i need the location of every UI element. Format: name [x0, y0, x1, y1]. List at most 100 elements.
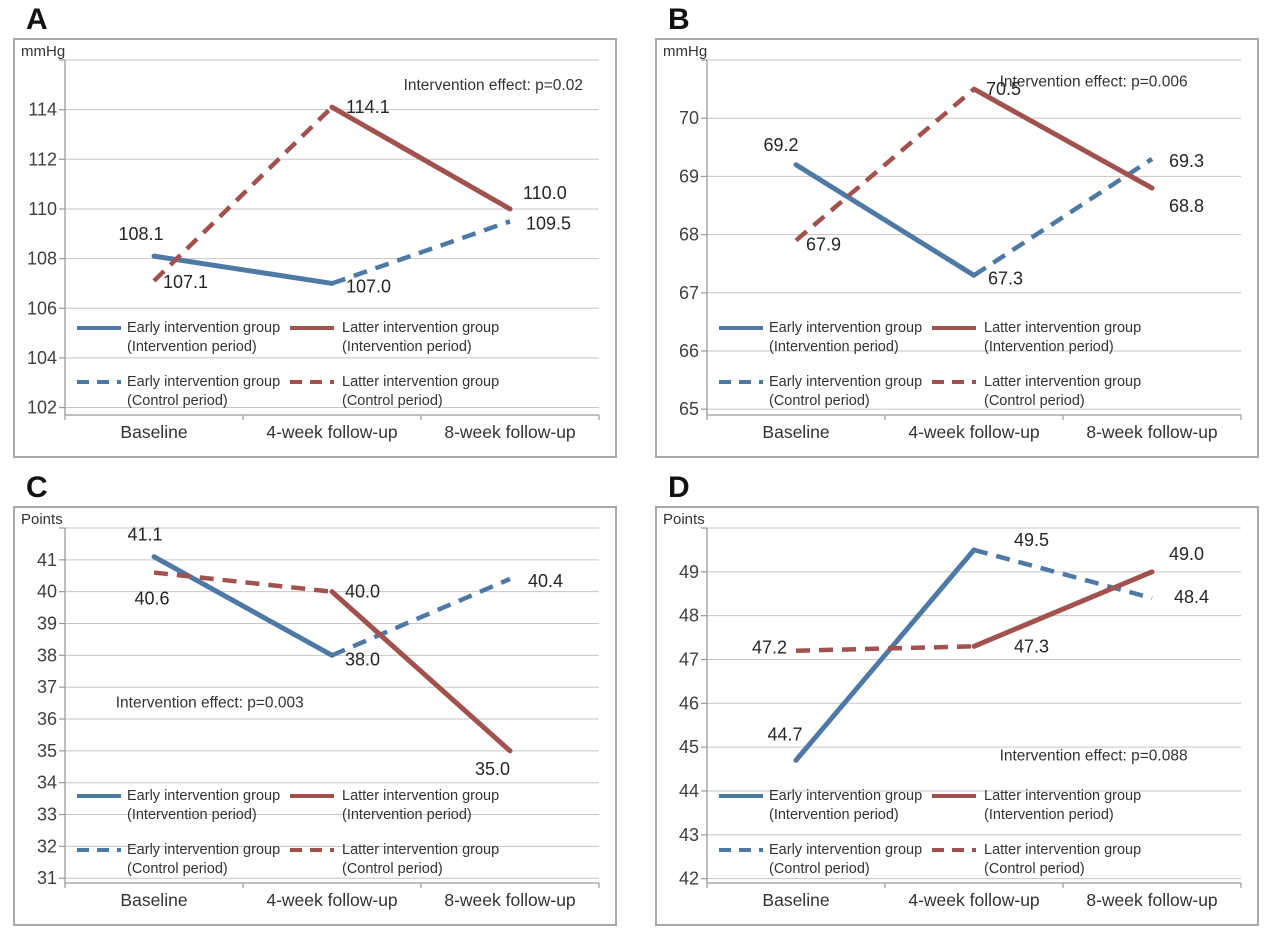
chart-panel-b: 65 66 67 68 69 70 mmHg Baseline 4-week follow-up… [655, 38, 1259, 458]
legend-label-line1: Latter intervention group [342, 788, 499, 804]
series-line [971, 569, 1155, 649]
legend-label-line2: (Control period) [127, 861, 228, 877]
y-tick-label: 38 [37, 645, 57, 665]
data-point-label: 67.3 [988, 268, 1023, 288]
y-tick-label: 65 [679, 399, 699, 419]
data-point-label: 48.4 [1174, 587, 1209, 607]
data-point-label: 107.0 [346, 276, 391, 296]
y-tick-label: 70 [679, 108, 699, 128]
series-line [331, 219, 511, 286]
legend-label-line2: (Control period) [127, 393, 228, 409]
series-line [793, 162, 977, 278]
legend-label-line2: (Control period) [984, 861, 1085, 877]
x-category-label: 4-week follow-up [908, 890, 1039, 910]
series-line [329, 104, 513, 212]
y-tick-label: 66 [679, 341, 699, 361]
data-point-label: 70.5 [986, 79, 1021, 99]
x-category-label: 4-week follow-up [266, 890, 397, 910]
x-category-label: 8-week follow-up [1086, 890, 1217, 910]
data-point-label: 47.2 [752, 638, 787, 658]
y-tick-label: 110 [28, 199, 57, 219]
panel-letter-a: A [26, 3, 48, 36]
legend-label-line2: (Intervention period) [342, 339, 472, 355]
y-tick-label: 41 [37, 550, 57, 570]
chart-d-svg: 42 43 44 45 46 47 48 49 Points Baseline 4-week fol… [663, 511, 1242, 910]
legend-label-line2: (Intervention period) [769, 807, 899, 823]
legend-label-line2: (Intervention period) [984, 339, 1114, 355]
series-line [794, 87, 976, 243]
legend-label-line1: Early intervention group [769, 788, 922, 804]
y-tick-label: 43 [679, 825, 699, 845]
y-tick-label: 48 [679, 606, 699, 626]
chart-c-svg: 31 32 33 34 35 36 37 38 39 40 41 Points Baseline 4-we… [21, 511, 600, 910]
legend-label-line1: Early intervention group [769, 374, 922, 390]
data-point-label: 35.0 [475, 759, 510, 779]
legend-label-line1: Latter intervention group [342, 842, 499, 858]
legend-label-line1: Early intervention group [769, 842, 922, 858]
x-category-label: Baseline [762, 422, 829, 442]
y-tick-label: 33 [37, 805, 57, 825]
intervention-effect-annotation: Intervention effect: p=0.088 [1000, 748, 1188, 765]
y-tick-label: 114 [28, 100, 57, 120]
series-line [971, 86, 1155, 191]
legend-label-line2: (Intervention period) [127, 807, 257, 823]
panel-letter-b: B [668, 3, 690, 36]
data-point-label: 69.2 [763, 135, 798, 155]
chart-panel-a: 102 104 106 108 110 112 114 mmHg Baseline 4-week … [13, 38, 617, 458]
legend-label-line2: (Control period) [984, 393, 1085, 409]
data-point-label: 67.9 [806, 234, 841, 254]
y-tick-label: 106 [27, 298, 57, 318]
legend-label-line2: (Control period) [769, 861, 870, 877]
data-point-label: 107.1 [163, 272, 208, 292]
series-line [151, 253, 335, 286]
series-line [793, 547, 977, 763]
data-point-label: 109.5 [526, 213, 571, 233]
panel-letter-d: D [668, 471, 690, 504]
series-line [795, 644, 975, 653]
intervention-effect-annotation: Intervention effect: p=0.003 [116, 694, 304, 711]
data-point-label: 40.4 [528, 571, 563, 591]
legend-label-line2: (Intervention period) [769, 339, 899, 355]
legend-label-line2: (Intervention period) [127, 339, 257, 355]
y-axis-unit-label: mmHg [21, 43, 65, 60]
panel-letter-c: C [26, 471, 48, 504]
intervention-effect-annotation: Intervention effect: p=0.006 [1000, 74, 1188, 91]
y-tick-label: 44 [679, 781, 699, 801]
x-category-label: 8-week follow-up [1086, 422, 1217, 442]
y-tick-label: 102 [27, 398, 57, 418]
chart-a-svg: 102 104 106 108 110 112 114 mmHg Baseline 4-week … [21, 43, 600, 442]
data-point-label: 40.0 [345, 582, 380, 602]
data-point-label: 40.6 [134, 589, 169, 609]
x-category-label: Baseline [120, 422, 187, 442]
y-tick-label: 68 [679, 225, 699, 245]
y-axis-unit-label: mmHg [663, 43, 707, 60]
legend-label-line1: Latter intervention group [342, 320, 499, 336]
data-point-label: 68.8 [1169, 196, 1204, 216]
data-point-label: 108.1 [118, 224, 163, 244]
y-tick-label: 47 [679, 649, 699, 669]
y-tick-label: 31 [37, 868, 57, 888]
intervention-effect-annotation: Intervention effect: p=0.02 [404, 77, 583, 94]
y-tick-label: 69 [679, 166, 699, 186]
legend-label-line1: Latter intervention group [984, 320, 1141, 336]
data-point-label: 49.0 [1169, 544, 1204, 564]
y-tick-label: 67 [679, 283, 699, 303]
legend-label-line1: Early intervention group [127, 320, 280, 336]
data-point-label: 41.1 [127, 525, 162, 545]
y-tick-label: 36 [37, 709, 57, 729]
legend-label-line2: (Intervention period) [342, 807, 472, 823]
series-line [329, 589, 513, 754]
y-tick-label: 108 [27, 249, 57, 269]
x-category-label: 4-week follow-up [908, 422, 1039, 442]
y-tick-label: 40 [37, 582, 57, 602]
legend-label-line2: (Control period) [342, 393, 443, 409]
y-tick-label: 35 [37, 741, 57, 761]
y-tick-label: 46 [679, 693, 699, 713]
y-axis-unit-label: Points [663, 511, 705, 528]
data-point-label: 114.1 [346, 97, 390, 117]
y-tick-label: 34 [37, 773, 57, 793]
y-tick-label: 104 [27, 348, 57, 368]
series-line [151, 554, 335, 658]
legend-label-line1: Latter intervention group [342, 374, 499, 390]
legend-label-line1: Latter intervention group [984, 374, 1141, 390]
